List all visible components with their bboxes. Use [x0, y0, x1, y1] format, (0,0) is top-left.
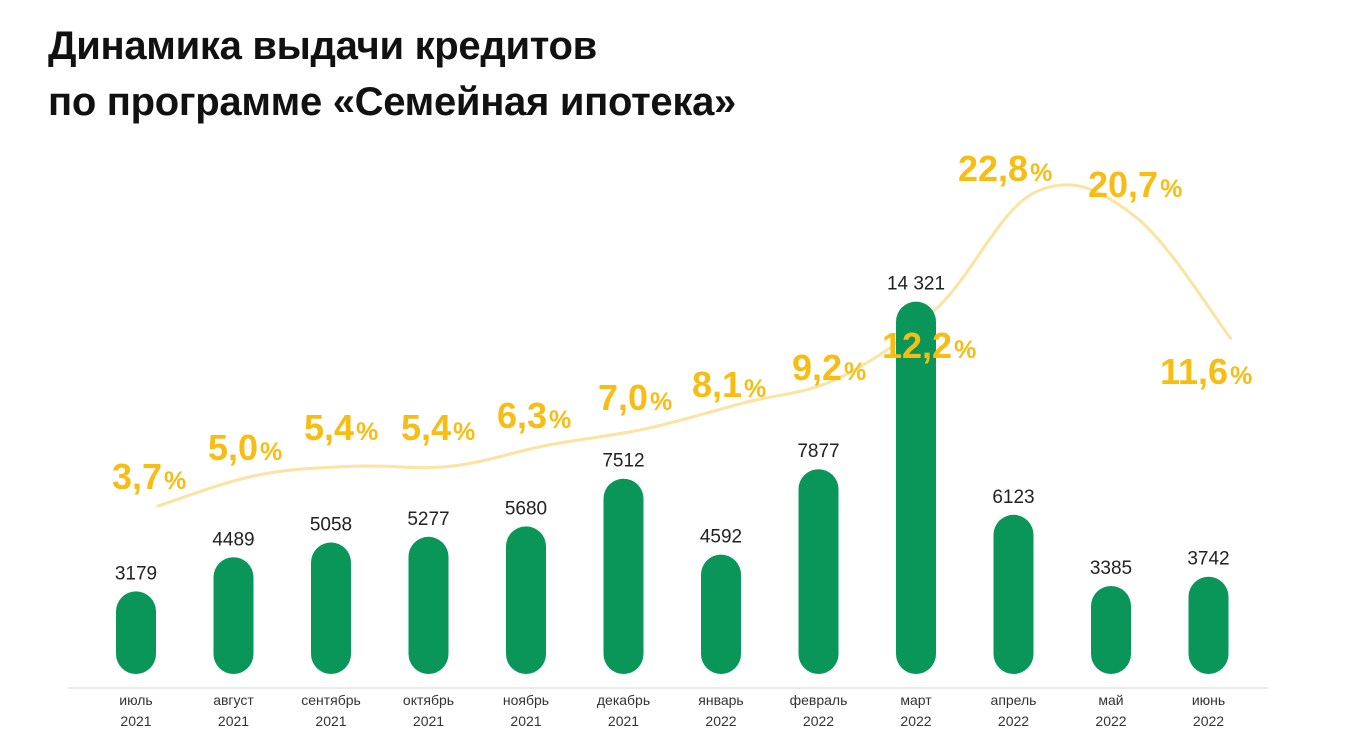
share-percent-value: 6,3	[497, 395, 547, 436]
bar-value-label: 7512	[602, 451, 644, 472]
x-tick-label-month: август	[213, 692, 254, 708]
x-tick-label-year: 2022	[998, 713, 1029, 729]
percent-sign: %	[164, 467, 186, 495]
x-tick-label-month: май	[1098, 692, 1123, 708]
bar-value-label: 4489	[212, 529, 254, 550]
bar	[603, 478, 644, 674]
x-tick-label-year: 2022	[1193, 713, 1224, 729]
share-percent-label: 5,0%	[208, 427, 282, 468]
x-tick-label-month: октябрь	[403, 692, 454, 708]
percent-sign: %	[1230, 362, 1252, 390]
x-tick-label-year: 2021	[315, 713, 346, 729]
share-percent-value: 8,1	[692, 364, 742, 405]
bar	[1188, 576, 1229, 674]
bar-value-label: 5058	[310, 514, 352, 535]
bar	[1091, 585, 1131, 674]
percent-sign: %	[954, 336, 976, 364]
x-tick-label-month: июль	[119, 692, 152, 708]
percent-sign: %	[453, 418, 475, 446]
bar-value-label: 14 321	[887, 274, 945, 295]
share-percent-value: 3,7	[112, 456, 162, 497]
share-percent-value: 5,4	[304, 407, 354, 448]
share-percent-value: 11,6	[1160, 351, 1228, 392]
share-percent-value: 22,8	[958, 148, 1028, 189]
bar	[116, 591, 156, 674]
share-percent-label: 6,3%	[497, 395, 571, 436]
x-tick-label-year: 2021	[413, 713, 444, 729]
x-tick-label-month: март	[900, 692, 932, 708]
bar	[896, 301, 936, 674]
share-trend-layer	[156, 183, 1232, 508]
x-tick-label-month: сентябрь	[301, 692, 361, 708]
share-percent-label: 12,2%	[882, 325, 976, 366]
share-percent-value: 5,4	[401, 407, 451, 448]
bar-value-label: 5277	[407, 509, 449, 530]
x-tick-label-month: декабрь	[597, 692, 650, 708]
x-tick-label-month: февраль	[790, 692, 848, 708]
share-percent-value: 20,7	[1088, 164, 1158, 205]
share-percent-value: 12,2	[882, 325, 952, 366]
bar	[798, 469, 839, 674]
bar-value-label: 3385	[1090, 558, 1132, 579]
bar	[213, 557, 254, 674]
percent-sign: %	[650, 388, 672, 416]
percent-sign: %	[356, 418, 378, 446]
percent-sign: %	[1030, 159, 1052, 187]
share-percent-label: 7,0%	[598, 377, 672, 418]
percent-sign: %	[844, 358, 866, 386]
x-tick-label-month: январь	[698, 692, 743, 708]
bar	[311, 542, 351, 674]
x-tick-label-year: 2021	[120, 713, 151, 729]
bar-value-label: 4592	[700, 527, 742, 548]
chart-title-line-2: по программе «Семейная ипотека»	[48, 80, 736, 124]
bar-value-label: 3179	[115, 563, 157, 584]
bar-value-label: 3742	[1187, 549, 1229, 570]
share-percent-value: 5,0	[208, 427, 258, 468]
x-tick-label-month: июнь	[1192, 692, 1225, 708]
x-tick-label-year: 2021	[218, 713, 249, 729]
bars-layer: 3179 4489 5058 5277 5680 7512 4592 7877 14 321 61…	[115, 274, 1230, 674]
share-percent-label: 9,2%	[792, 347, 866, 388]
bar	[408, 536, 449, 674]
bar	[701, 554, 741, 674]
x-tick-label-month: ноябрь	[503, 692, 549, 708]
x-tick-label-year: 2022	[705, 713, 736, 729]
x-tick-label-year: 2022	[803, 713, 834, 729]
chart-title: Динамика выдачи кредитов по программе «С…	[48, 18, 736, 130]
share-percent-value: 7,0	[598, 377, 648, 418]
x-tick-label-month: апрель	[991, 692, 1037, 708]
bar	[993, 514, 1034, 674]
percent-labels-layer: 3,7%5,0%5,4% 5,4% 6,3%7,0% 8,1%9,2%12,2%22,…	[112, 148, 1252, 497]
share-percent-label: 5,4%	[304, 407, 378, 448]
x-tick-label-year: 2022	[1095, 713, 1126, 729]
share-percent-value: 9,2	[792, 347, 842, 388]
bar-value-label: 7877	[797, 441, 839, 462]
x-tick-label-year: 2021	[510, 713, 541, 729]
percent-sign: %	[744, 375, 766, 403]
share-percent-label: 22,8%	[958, 148, 1052, 189]
share-trend-line	[156, 183, 1232, 508]
bar-value-label: 5680	[505, 498, 547, 519]
x-tick-label-year: 2021	[608, 713, 639, 729]
share-percent-label: 8,1%	[692, 364, 766, 405]
share-percent-label: 20,7%	[1088, 164, 1182, 205]
chart-title-line-1: Динамика выдачи кредитов	[48, 24, 597, 68]
percent-sign: %	[549, 406, 571, 434]
x-axis-layer: июль 2021 август 2021 сентябрь 2021 октябрь 202…	[68, 687, 1268, 729]
x-tick-label-year: 2022	[900, 713, 931, 729]
share-percent-label: 11,6%	[1160, 351, 1252, 392]
share-percent-label: 5,4%	[401, 407, 475, 448]
percent-sign: %	[1160, 175, 1182, 203]
share-percent-label: 3,7%	[112, 456, 186, 497]
bar-value-label: 6123	[992, 487, 1034, 508]
percent-sign: %	[260, 438, 282, 466]
bar	[506, 526, 546, 674]
